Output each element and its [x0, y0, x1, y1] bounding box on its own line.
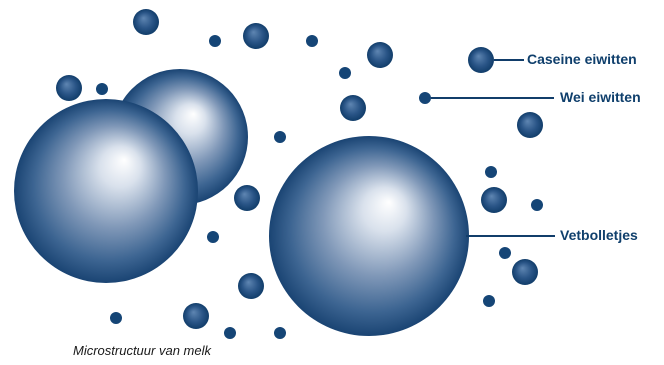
- whey-protein-legend: [419, 92, 431, 104]
- whey-protein: [224, 327, 236, 339]
- legend-label-casein: Caseine eiwitten: [527, 51, 637, 67]
- figure-caption: Microstructuur van melk: [73, 343, 211, 358]
- casein-micelle: [340, 95, 366, 121]
- whey-protein: [274, 131, 286, 143]
- whey-protein: [531, 199, 543, 211]
- casein-micelle: [517, 112, 543, 138]
- whey-protein: [485, 166, 497, 178]
- whey-protein: [110, 312, 122, 324]
- casein-micelle: [243, 23, 269, 49]
- whey-protein: [499, 247, 511, 259]
- casein-micelle: [238, 273, 264, 299]
- whey-protein: [306, 35, 318, 47]
- casein-micelle-legend: [468, 47, 494, 73]
- casein-micelle: [56, 75, 82, 101]
- legend-label-whey: Wei eiwitten: [560, 89, 641, 105]
- whey-protein: [483, 295, 495, 307]
- legend-label-fat: Vetbolletjes: [560, 227, 638, 243]
- whey-protein: [209, 35, 221, 47]
- casein-micelle: [234, 185, 260, 211]
- fat-globule-front-left: [14, 99, 198, 283]
- casein-micelle: [133, 9, 159, 35]
- whey-protein: [274, 327, 286, 339]
- whey-protein: [207, 231, 219, 243]
- casein-micelle: [512, 259, 538, 285]
- whey-protein: [339, 67, 351, 79]
- fat-globule-large: [269, 136, 469, 336]
- casein-micelle: [481, 187, 507, 213]
- casein-micelle: [367, 42, 393, 68]
- whey-protein: [96, 83, 108, 95]
- casein-micelle: [183, 303, 209, 329]
